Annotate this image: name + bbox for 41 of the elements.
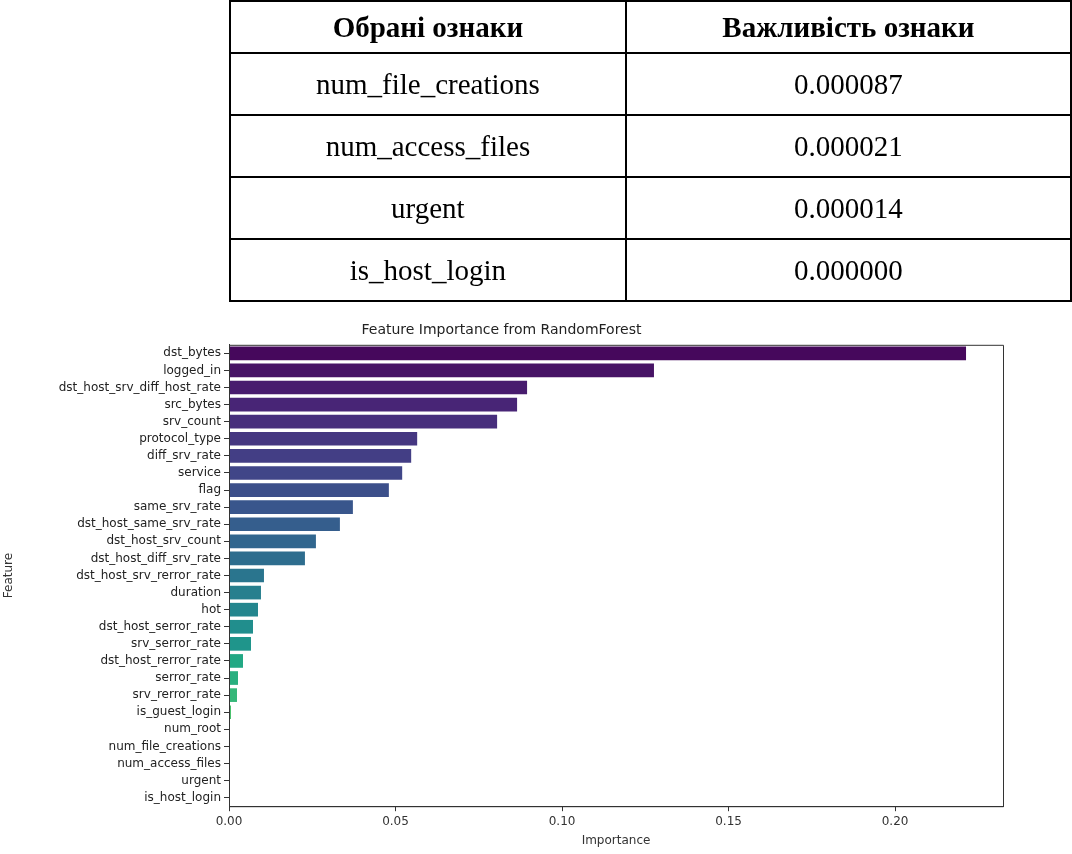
y-tick-label: num_file_creations: [108, 738, 221, 753]
y-tick-label: dst_host_serror_rate: [98, 618, 221, 633]
x-tick-label: 0.10: [548, 813, 576, 828]
y-tick-label: dst_host_srv_count: [106, 533, 222, 548]
x-tick-label: 0.20: [881, 813, 909, 828]
y-tick-label: urgent: [181, 772, 222, 787]
y-tick-label: logged_in: [163, 362, 221, 377]
y-axis-title: Feature: [1, 552, 16, 599]
y-tick-label: dst_host_same_srv_rate: [77, 516, 221, 531]
chart-title: Feature Importance from RandomForest: [361, 321, 642, 338]
y-tick-label: srv_serror_rate: [131, 635, 221, 650]
y-tick-label: dst_host_diff_srv_rate: [90, 550, 221, 565]
y-tick-label: dst_host_srv_rerror_rate: [76, 567, 221, 582]
y-tick-label: diff_srv_rate: [147, 448, 221, 462]
y-tick-label: dst_bytes: [163, 345, 221, 360]
y-tick-label: is_host_login: [144, 789, 221, 804]
y-tick-label: protocol_type: [139, 430, 221, 445]
y-tick-label: same_srv_rate: [133, 499, 221, 514]
y-tick-label: service: [178, 465, 221, 480]
x-tick-label: 0.05: [382, 813, 409, 828]
text: 0.000014: [794, 191, 903, 224]
y-tick-label: dst_host_srv_diff_host_rate: [58, 379, 221, 394]
y-tick-label: srv_rerror_rate: [132, 687, 221, 702]
text: 0.000087: [794, 67, 903, 100]
y-tick-label: srv_count: [162, 413, 222, 428]
y-tick-label: hot: [201, 601, 222, 616]
y-tick-label: is_guest_login: [136, 704, 221, 719]
text: Обрані ознаки: [230, 1, 626, 53]
text: 0.000021: [794, 129, 903, 162]
y-tick-label: src_bytes: [164, 396, 221, 411]
y-tick-label: num_access_files: [117, 755, 221, 770]
y-tick-label: duration: [170, 584, 221, 599]
y-tick-label: num_root: [164, 721, 222, 736]
x-tick-label: 0.00: [215, 813, 243, 828]
text: Важливість ознаки: [625, 1, 1071, 53]
x-tick-label: 0.15: [715, 813, 742, 828]
y-tick-label: flag: [198, 482, 221, 497]
text: 0.000000: [794, 253, 903, 286]
x-axis-title: Importance: [581, 832, 651, 847]
y-tick-label: dst_host_rerror_rate: [100, 653, 221, 668]
y-tick-label: serror_rate: [155, 670, 221, 685]
